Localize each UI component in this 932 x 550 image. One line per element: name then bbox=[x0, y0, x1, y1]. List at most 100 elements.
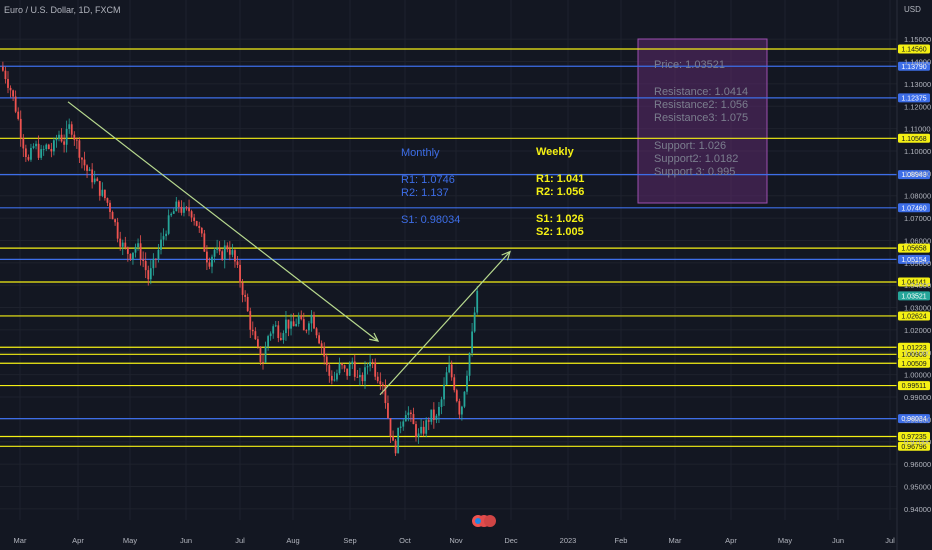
y-tick-label: 1.09000 bbox=[904, 169, 931, 178]
x-tick-label: Jul bbox=[885, 536, 895, 545]
candle-body bbox=[259, 346, 262, 362]
candle-body bbox=[223, 245, 226, 260]
candle-body bbox=[415, 424, 417, 437]
candle-body bbox=[149, 268, 152, 280]
trendline[interactable] bbox=[67, 101, 379, 342]
trendline[interactable] bbox=[379, 251, 511, 396]
candle-body bbox=[4, 70, 7, 80]
candle-body bbox=[106, 198, 109, 203]
candles bbox=[2, 61, 479, 456]
x-tick-label: Jun bbox=[180, 536, 192, 545]
candle-body bbox=[432, 409, 435, 420]
candle-body bbox=[75, 139, 78, 141]
candle-body bbox=[24, 148, 27, 158]
candle-body bbox=[175, 201, 178, 212]
candle-body bbox=[361, 375, 364, 382]
candle-body bbox=[35, 143, 37, 147]
x-tick-label: Nov bbox=[449, 536, 463, 545]
candle-body bbox=[9, 87, 12, 91]
candle-body bbox=[226, 245, 229, 250]
candle-body bbox=[193, 217, 196, 221]
level-label: 1.10568 bbox=[901, 136, 926, 143]
level-label: 1.12375 bbox=[901, 95, 926, 102]
candle-body bbox=[91, 169, 94, 183]
x-tick-label: Apr bbox=[72, 536, 84, 545]
candle-body bbox=[208, 262, 211, 267]
currency-label: USD bbox=[904, 5, 921, 14]
level-label: 1.00509 bbox=[901, 361, 926, 368]
level-label: 1.08943 bbox=[901, 172, 926, 179]
y-tick-label: 1.11000 bbox=[904, 125, 931, 134]
candle-body bbox=[438, 406, 440, 416]
candle-body bbox=[83, 159, 86, 166]
candle-body bbox=[162, 236, 165, 240]
candle-body bbox=[86, 165, 88, 171]
candle-body bbox=[387, 403, 389, 419]
candle-body bbox=[17, 111, 20, 119]
trendlines bbox=[67, 101, 511, 396]
level-tag bbox=[898, 342, 930, 352]
candle-body bbox=[356, 376, 359, 378]
candle-body bbox=[116, 222, 119, 239]
candle-body bbox=[381, 384, 384, 386]
symbol-title[interactable]: Euro / U.S. Dollar, 1D, FXCM bbox=[4, 5, 121, 15]
box-price: Price: 1.03521 bbox=[654, 59, 725, 71]
candle-body bbox=[440, 399, 443, 407]
candle-body bbox=[376, 376, 379, 382]
y-tick-label: 1.05000 bbox=[904, 259, 931, 268]
level-tag bbox=[898, 93, 930, 103]
candle-body bbox=[450, 364, 453, 378]
candle-body bbox=[346, 368, 349, 376]
level-tag bbox=[898, 431, 930, 441]
candle-body bbox=[468, 353, 471, 376]
candle-body bbox=[246, 296, 249, 312]
candle-body bbox=[40, 149, 43, 158]
candle-body bbox=[425, 420, 428, 434]
candle-body bbox=[392, 436, 394, 441]
candle-body bbox=[427, 420, 430, 422]
candle-body bbox=[325, 356, 328, 366]
x-tick-label: May bbox=[123, 536, 137, 545]
y-tick-label: 1.04000 bbox=[904, 281, 931, 290]
level-label: 1.04141 bbox=[901, 280, 926, 287]
candle-body bbox=[336, 373, 338, 380]
candle-body bbox=[55, 138, 58, 141]
candle-body bbox=[47, 144, 50, 150]
candle-body bbox=[279, 338, 282, 340]
candle-body bbox=[257, 339, 259, 347]
candle-body bbox=[448, 364, 451, 373]
candle-body bbox=[37, 143, 40, 158]
candle-body bbox=[287, 319, 290, 329]
candle-body bbox=[407, 412, 410, 416]
candle-body bbox=[119, 238, 122, 247]
candle-body bbox=[14, 96, 17, 112]
monthly-title: Monthly bbox=[401, 147, 440, 159]
x-tick-label: 2023 bbox=[560, 536, 577, 545]
box-support-1: Support: 1.026 bbox=[654, 140, 727, 152]
events-icon[interactable] bbox=[472, 515, 496, 527]
y-tick-label: 0.94000 bbox=[904, 505, 931, 514]
candle-body bbox=[170, 213, 173, 216]
candle-body bbox=[7, 79, 9, 88]
candle-body bbox=[183, 207, 185, 213]
candle-body bbox=[139, 243, 142, 260]
current-price-tag bbox=[898, 291, 930, 301]
candle-body bbox=[195, 220, 198, 226]
level-tag bbox=[898, 203, 930, 213]
candle-body bbox=[445, 372, 448, 385]
box-support-2: Support2: 1.0182 bbox=[654, 153, 739, 165]
candle-body bbox=[68, 124, 71, 129]
box-resistance-2: Resistance2: 1.056 bbox=[654, 99, 749, 111]
x-tick-label: Oct bbox=[399, 536, 412, 545]
candle-body bbox=[50, 149, 53, 152]
candle-body bbox=[399, 426, 402, 428]
candle-body bbox=[458, 401, 461, 415]
x-tick-label: Jun bbox=[832, 536, 844, 545]
candle-body bbox=[333, 379, 336, 381]
chart-grid bbox=[0, 0, 897, 520]
candle-body bbox=[30, 147, 32, 160]
candle-body bbox=[394, 440, 397, 454]
candle-body bbox=[244, 294, 247, 297]
trendline-arrow-head bbox=[501, 250, 511, 261]
